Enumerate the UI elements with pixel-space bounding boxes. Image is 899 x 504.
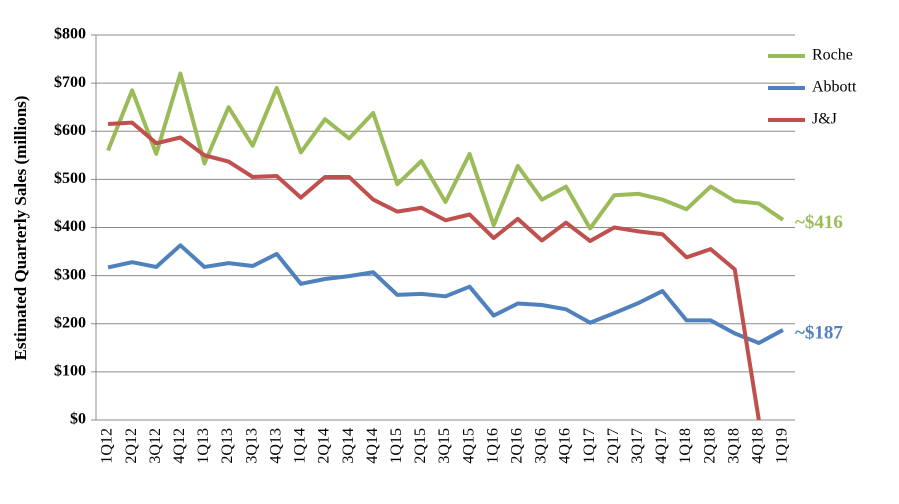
x-tick-label: 1Q19 bbox=[774, 428, 791, 464]
y-tick-label: $800 bbox=[54, 26, 86, 43]
x-tick-label: 3Q14 bbox=[340, 428, 357, 464]
annotation: ~$187 bbox=[795, 322, 843, 343]
x-tick-label: 3Q12 bbox=[147, 428, 164, 464]
x-tick-label: 1Q18 bbox=[677, 428, 694, 464]
x-tick-label: 4Q17 bbox=[653, 428, 670, 464]
x-tick-label: 4Q15 bbox=[460, 428, 477, 464]
x-tick-label: 3Q15 bbox=[436, 428, 453, 464]
x-tick-label: 4Q13 bbox=[267, 428, 284, 464]
x-tick-label: 3Q17 bbox=[629, 428, 646, 464]
y-tick-label: $300 bbox=[54, 266, 86, 283]
x-tick-label: 1Q17 bbox=[581, 428, 598, 464]
x-tick-label: 4Q16 bbox=[557, 428, 574, 464]
y-tick-label: $0 bbox=[70, 411, 86, 428]
y-tick-label: $200 bbox=[54, 314, 86, 331]
y-tick-label: $100 bbox=[54, 363, 86, 380]
y-tick-label: $600 bbox=[54, 122, 86, 139]
legend-label: Roche bbox=[812, 47, 853, 64]
y-tick-label: $700 bbox=[54, 74, 86, 91]
series-line bbox=[107, 243, 784, 345]
x-tick-label: 4Q18 bbox=[750, 428, 767, 464]
y-axis-label: Estimated Quarterly Sales (millions) bbox=[11, 96, 30, 361]
annotation: ~$416 bbox=[795, 212, 843, 233]
x-tick-label: 1Q13 bbox=[195, 428, 212, 464]
x-tick-label: 2Q14 bbox=[316, 428, 333, 464]
x-tick-label: 2Q17 bbox=[605, 428, 622, 464]
x-tick-label: 4Q12 bbox=[171, 428, 188, 464]
x-tick-label: 1Q15 bbox=[388, 428, 405, 464]
x-tick-label: 2Q18 bbox=[701, 428, 718, 464]
series-line bbox=[107, 120, 761, 421]
x-tick-label: 2Q16 bbox=[508, 428, 525, 464]
legend-label: J&J bbox=[812, 111, 837, 128]
x-tick-label: 3Q16 bbox=[533, 428, 550, 464]
x-tick-label: 2Q13 bbox=[219, 428, 236, 464]
series-line bbox=[106, 71, 785, 231]
y-tick-label: $500 bbox=[54, 170, 86, 187]
x-tick-label: 3Q18 bbox=[725, 428, 742, 464]
x-tick-label: 4Q14 bbox=[364, 428, 381, 464]
legend-label: Abbott bbox=[812, 79, 857, 96]
y-tick-label: $400 bbox=[54, 218, 86, 235]
x-tick-label: 3Q13 bbox=[243, 428, 260, 464]
x-tick-label: 2Q15 bbox=[412, 428, 429, 464]
x-tick-label: 1Q16 bbox=[484, 428, 501, 464]
x-tick-label: 1Q14 bbox=[292, 428, 309, 464]
x-tick-label: 2Q12 bbox=[123, 428, 140, 464]
x-tick-label: 1Q12 bbox=[99, 428, 116, 464]
